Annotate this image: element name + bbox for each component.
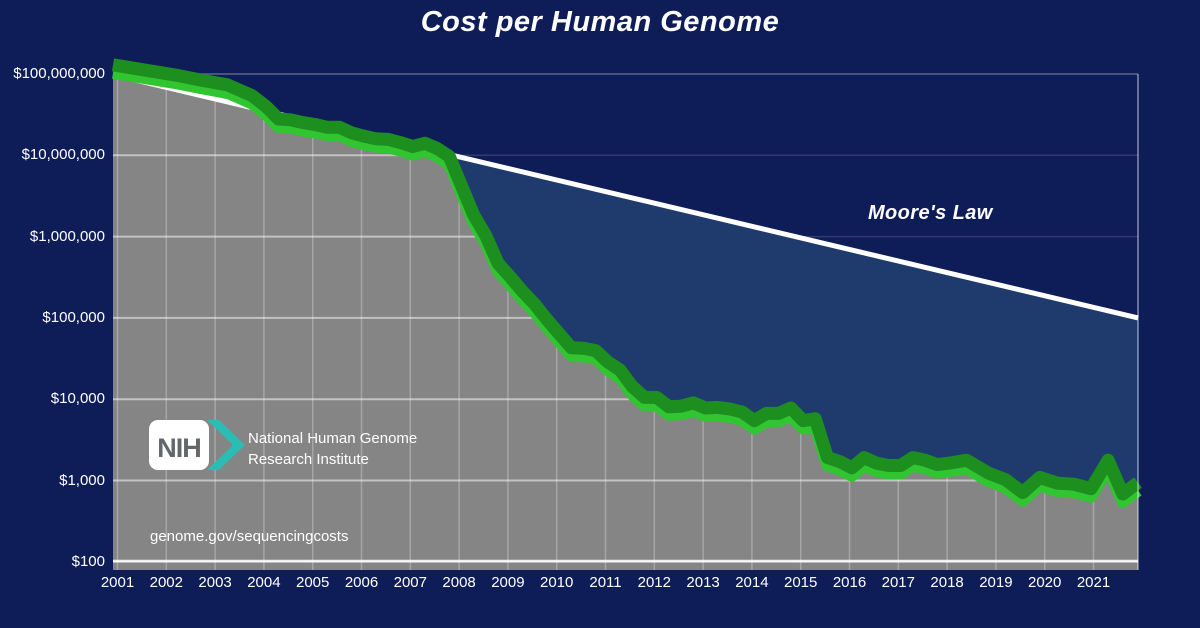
y-axis-label: $1,000 bbox=[59, 471, 105, 489]
x-axis-label: 2002 bbox=[149, 574, 183, 591]
x-axis-label: 2011 bbox=[589, 574, 622, 591]
y-axis-label: $1,000,000 bbox=[29, 227, 105, 245]
x-axis-label: 2019 bbox=[979, 574, 1013, 591]
nih-logo: NIH bbox=[149, 420, 245, 470]
x-axis-label: 2009 bbox=[491, 574, 525, 591]
nih-logo-chevron-icon bbox=[207, 420, 245, 470]
org-name-line1: National Human Genome bbox=[248, 430, 418, 447]
nih-logo-box bbox=[149, 420, 209, 470]
x-axis-label: 2001 bbox=[100, 574, 135, 591]
x-axis-label: 2005 bbox=[296, 574, 330, 591]
x-axis-label: 2020 bbox=[1028, 574, 1062, 591]
x-axis-label: 2010 bbox=[540, 574, 574, 591]
x-axis-label: 2021 bbox=[1076, 574, 1111, 591]
y-axis-label: $100,000 bbox=[42, 308, 105, 326]
x-axis-label: 2013 bbox=[686, 574, 720, 591]
y-axis-label: $10,000,000 bbox=[21, 146, 105, 164]
moore-law-annotation: Moore's Law bbox=[868, 202, 993, 224]
x-axis-label: 2004 bbox=[247, 574, 281, 591]
x-axis-label: 2007 bbox=[393, 574, 427, 591]
x-axis-label: 2003 bbox=[198, 574, 232, 591]
x-axis-label: 2016 bbox=[832, 574, 867, 591]
x-axis-label: 2015 bbox=[784, 574, 818, 591]
chart-title: Cost per Human Genome bbox=[420, 6, 780, 38]
x-axis-label: 2018 bbox=[930, 574, 964, 591]
y-axis-label: $10,000 bbox=[50, 390, 105, 408]
x-axis-label: 2014 bbox=[735, 574, 769, 591]
source-url: genome.gov/sequencingcosts bbox=[150, 528, 349, 545]
x-axis-label: 2017 bbox=[881, 574, 915, 591]
x-axis-label: 2006 bbox=[344, 574, 379, 591]
org-name-line2: Research Institute bbox=[248, 451, 369, 468]
y-axis-label: $100,000,000 bbox=[13, 65, 105, 82]
x-axis-label: 2012 bbox=[637, 574, 671, 591]
nih-logo-acronym: NIH bbox=[157, 433, 201, 463]
y-axis-label: $100 bbox=[71, 552, 105, 570]
x-axis-label: 2008 bbox=[442, 574, 476, 591]
